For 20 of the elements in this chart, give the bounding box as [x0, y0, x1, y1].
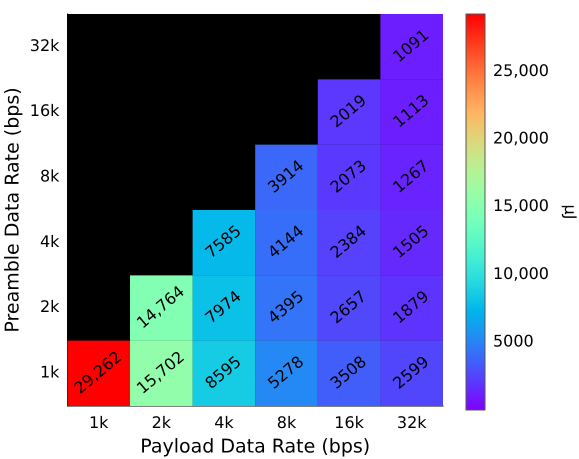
- color-bar-label: 20,000: [493, 128, 549, 148]
- color-bar-title: μJ: [560, 204, 579, 220]
- y-tick-label: 4k: [40, 232, 60, 251]
- y-axis-title: Preamble Data Rate (bps): [1, 87, 24, 333]
- y-tick-label: 32k: [30, 36, 60, 55]
- x-tick-label: 2k: [152, 412, 172, 432]
- y-tick-label: 16k: [30, 101, 60, 120]
- color-bar-label: 10,000: [493, 264, 549, 283]
- x-tick-label: 16k: [334, 412, 365, 432]
- x-tick-label: 4k: [214, 412, 234, 432]
- x-tick-label: 8k: [276, 412, 297, 432]
- color-bar-label: 5000: [493, 331, 534, 350]
- x-tick-label: 32k: [396, 412, 428, 432]
- y-tick-label: 1k: [40, 362, 60, 382]
- x-tick-label: 1k: [88, 412, 110, 432]
- x-axis-title: Payload Data Rate (bps): [140, 436, 370, 458]
- color-bar-label: 25,000: [493, 60, 549, 80]
- y-tick-label: 8k: [40, 166, 60, 186]
- color-bar-label: 15,000: [493, 196, 549, 216]
- y-tick-label: 2k: [40, 297, 60, 316]
